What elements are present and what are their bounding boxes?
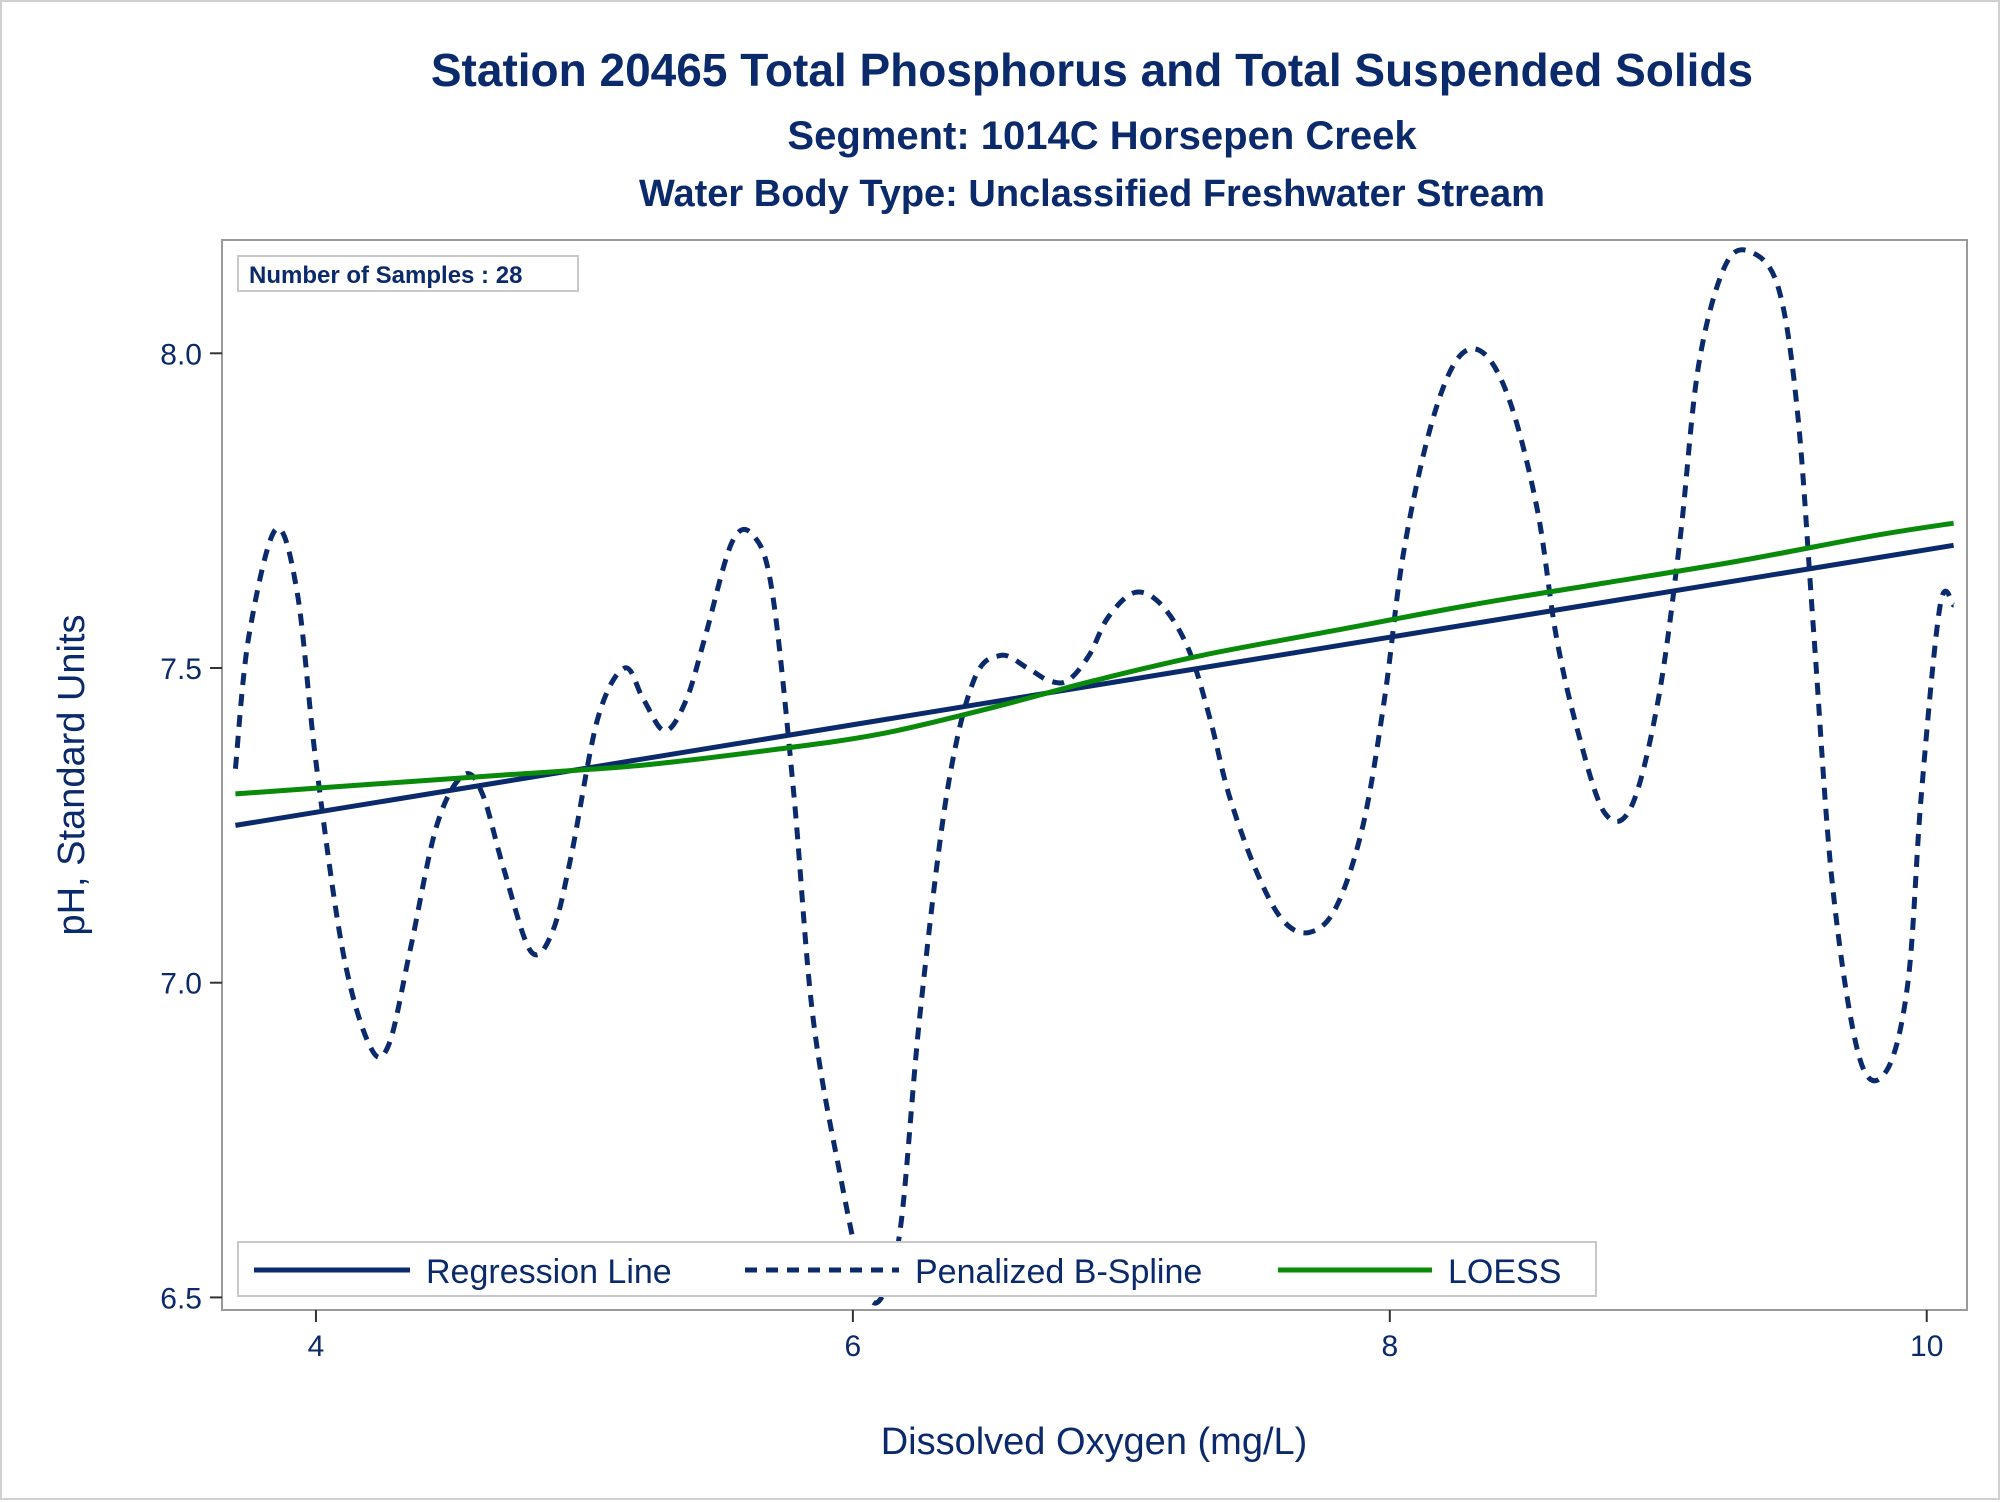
legend: Regression Line Penalized B-Spline LOESS <box>237 1241 1597 1297</box>
chart-title: Station 20465 Total Phosphorus and Total… <box>431 44 1753 96</box>
sample-count-annotation: Number of Samples : 28 <box>237 255 579 292</box>
legend-label-regression: Regression Line <box>426 1253 672 1291</box>
sample-count-text: Number of Samples : 28 <box>249 262 522 289</box>
chart-subtitle: Segment: 1014C Horsepen Creek <box>787 114 1417 158</box>
x-tick-label: 4 <box>308 1330 325 1363</box>
x-tick-label: 10 <box>1910 1330 1943 1363</box>
x-tick-label: 6 <box>845 1330 862 1363</box>
legend-label-loess: LOESS <box>1448 1253 1561 1291</box>
plot-area <box>221 239 1968 1311</box>
series-penalized-bspline <box>232 247 1957 1306</box>
x-tick-label: 8 <box>1381 1330 1398 1363</box>
x-axis-label: Dissolved Oxygen (mg/L) <box>881 1421 1308 1463</box>
series-loess <box>235 520 1954 797</box>
axis-ticks: 4 6 8 10 6.5 7.0 7.5 8.0 <box>160 338 1943 1363</box>
legend-label-bspline: Penalized B-Spline <box>915 1253 1202 1291</box>
y-tick-label: 7.0 <box>160 968 202 1001</box>
chart-subtitle-2: Water Body Type: Unclassified Freshwater… <box>639 173 1545 215</box>
series-regression-line <box>234 542 1955 828</box>
y-axis-label: pH, Standard Units <box>51 614 93 935</box>
y-tick-label: 6.5 <box>160 1282 202 1315</box>
chart-marks <box>232 247 1957 1306</box>
annotation-box <box>237 255 579 292</box>
y-tick-label: 7.5 <box>160 653 202 686</box>
y-tick-label: 8.0 <box>160 338 202 371</box>
